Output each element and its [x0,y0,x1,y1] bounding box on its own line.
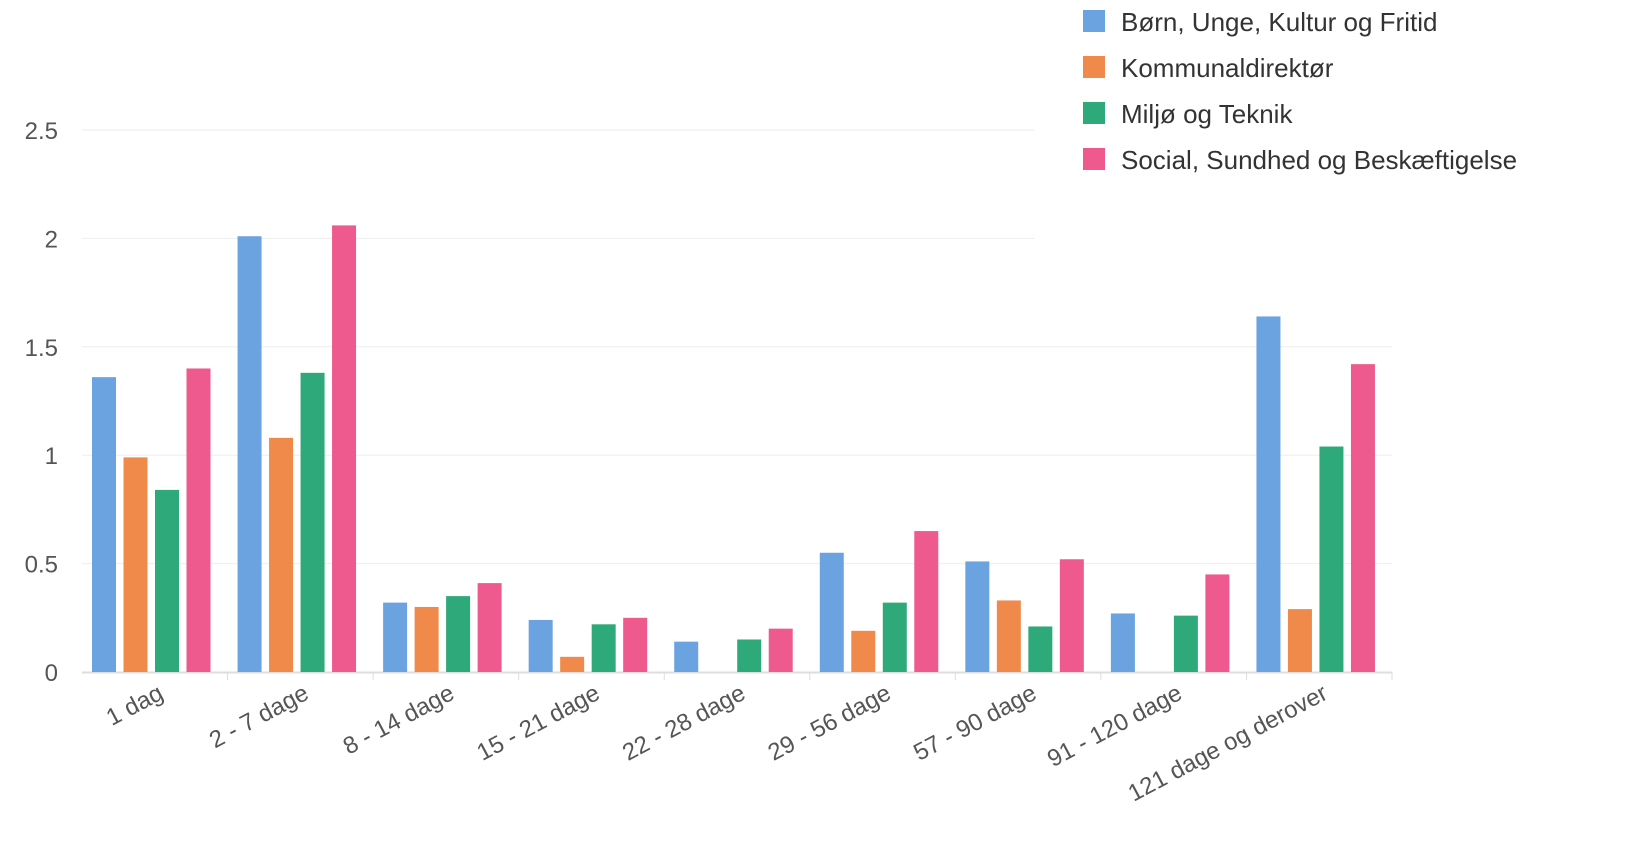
bar [528,619,553,672]
y-tick-label: 1 [45,443,58,470]
legend-swatch [1083,102,1105,124]
y-tick-label: 2.5 [25,118,58,145]
bar [1173,615,1198,672]
bar [155,489,179,672]
bar [914,531,939,672]
bar [674,641,699,672]
legend-swatch [1083,148,1105,170]
bar [1350,364,1375,672]
bar [623,617,648,672]
x-tick-label: 2 - 7 dage [205,679,313,754]
legend: Børn, Unge, Kultur og Fritid Kommunaldire… [1083,7,1517,175]
bar [1059,559,1084,672]
bar [332,225,357,672]
x-axis: 1 dag 2 - 7 dage 8 - 14 dage 15 - 21 dage 22… [102,672,1393,807]
bar [851,630,876,672]
y-tick-label: 0.5 [25,552,58,579]
bar [237,236,262,672]
bar [477,583,502,672]
bar [414,606,439,672]
bar [123,457,148,672]
bar [1205,574,1230,672]
bar [300,372,325,672]
bar [996,600,1021,672]
legend-swatch [1083,56,1105,78]
bar [819,552,844,672]
bar [1319,446,1344,672]
bar [768,628,793,672]
bar [1110,613,1135,672]
legend-swatch [1083,10,1105,32]
bar [737,639,762,672]
bar [269,437,294,672]
legend-item-label: Miljø og Teknik [1121,99,1293,129]
bar [1287,609,1312,672]
x-tick-label: 91 - 120 dage [1043,679,1186,772]
bars [92,225,1375,672]
x-tick-label: 22 - 28 dage [618,679,750,766]
legend-item-label: Kommunaldirektør [1121,53,1334,83]
y-tick-label: 0 [45,660,58,687]
y-tick-label: 2 [45,226,58,253]
bar [92,377,116,672]
x-tick-label: 15 - 21 dage [473,679,605,766]
bar [186,368,211,672]
x-tick-label: 29 - 56 dage [764,679,896,766]
bar [965,561,990,672]
y-axis: 0 0.5 1 1.5 2 2.5 [25,118,58,687]
bar [383,602,408,672]
bar [591,624,616,672]
bar [882,602,907,672]
bar [1028,626,1053,672]
legend-item-label: Social, Sundhed og Beskæftigelse [1121,145,1517,175]
x-tick-label: 1 dag [102,679,168,731]
x-tick-label: 57 - 90 dage [909,679,1041,766]
bar [446,596,471,672]
x-tick-label: 8 - 14 dage [339,679,459,760]
bar [560,656,585,672]
bar [1256,316,1281,672]
y-tick-label: 1.5 [25,335,58,362]
legend-item-label: Børn, Unge, Kultur og Fritid [1121,7,1437,37]
